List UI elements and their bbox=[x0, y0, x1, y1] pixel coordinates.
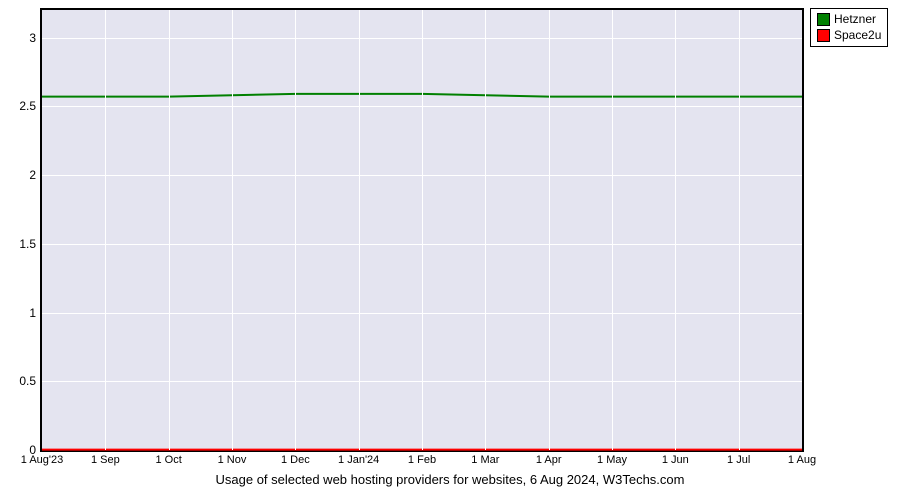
y-tick-label: 2 bbox=[29, 168, 36, 182]
x-tick-label: 1 Mar bbox=[471, 454, 499, 466]
chart-caption: Usage of selected web hosting providers … bbox=[0, 472, 900, 487]
x-gridline bbox=[105, 10, 106, 450]
legend-label: Space2u bbox=[834, 28, 881, 44]
x-gridline bbox=[739, 10, 740, 450]
x-tick-label: 1 Nov bbox=[218, 454, 247, 466]
x-tick-label: 1 Dec bbox=[281, 454, 310, 466]
y-tick-label: 1.5 bbox=[19, 237, 36, 251]
legend-label: Hetzner bbox=[834, 12, 876, 28]
x-gridline bbox=[549, 10, 550, 450]
x-gridline bbox=[422, 10, 423, 450]
x-tick-label: 1 Aug'23 bbox=[21, 454, 63, 466]
x-tick-label: 1 Apr bbox=[536, 454, 562, 466]
y-tick-label: 1 bbox=[29, 306, 36, 320]
x-tick-label: 1 Jan'24 bbox=[338, 454, 379, 466]
x-gridline bbox=[232, 10, 233, 450]
chart-container: 00.511.522.531 Aug'231 Sep1 Oct1 Nov1 De… bbox=[0, 0, 900, 500]
x-gridline bbox=[485, 10, 486, 450]
legend-swatch bbox=[817, 29, 830, 42]
x-tick-label: 1 Oct bbox=[156, 454, 182, 466]
x-tick-label: 1 Jul bbox=[727, 454, 750, 466]
legend-swatch bbox=[817, 13, 830, 26]
plot-area: 00.511.522.531 Aug'231 Sep1 Oct1 Nov1 De… bbox=[40, 8, 804, 452]
y-tick-label: 2.5 bbox=[19, 99, 36, 113]
x-tick-label: 1 Feb bbox=[408, 454, 436, 466]
legend: HetznerSpace2u bbox=[810, 8, 888, 47]
legend-item: Hetzner bbox=[817, 12, 881, 28]
x-gridline bbox=[169, 10, 170, 450]
x-gridline bbox=[612, 10, 613, 450]
y-tick-label: 0.5 bbox=[19, 374, 36, 388]
x-tick-label: 1 May bbox=[597, 454, 627, 466]
legend-item: Space2u bbox=[817, 28, 881, 44]
x-gridline bbox=[359, 10, 360, 450]
y-tick-label: 3 bbox=[29, 31, 36, 45]
x-gridline bbox=[295, 10, 296, 450]
x-gridline bbox=[675, 10, 676, 450]
x-tick-label: 1 Aug bbox=[788, 454, 816, 466]
x-tick-label: 1 Sep bbox=[91, 454, 120, 466]
x-tick-label: 1 Jun bbox=[662, 454, 689, 466]
